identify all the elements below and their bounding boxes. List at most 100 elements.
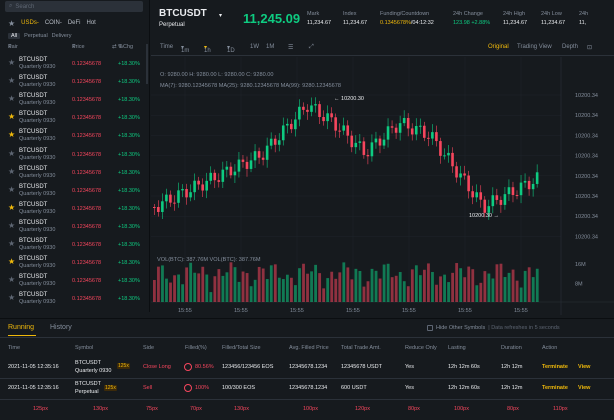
last-price: 11,245.09: [243, 11, 301, 26]
pair-row[interactable]: ★ BTCUSDT Quarterly 0930 0.12345678 +18.30%: [8, 74, 144, 95]
favorites-star-icon[interactable]: ★: [8, 18, 16, 28]
volume-bar: [350, 279, 354, 302]
favorite-star-icon[interactable]: ★: [8, 112, 16, 122]
volume-bar: [483, 271, 487, 302]
row1-terminate-button[interactable]: Terminate: [542, 364, 568, 370]
pair-row[interactable]: ★ BTCUSDT Quarterly 0930 0.12345678 +18.30%: [8, 92, 144, 113]
favorite-star-icon[interactable]: ★: [8, 202, 16, 212]
interval-1h[interactable]: 1h ▾: [204, 45, 211, 54]
price-tick-label: 10200.34: [575, 174, 598, 180]
view-tradingview[interactable]: Trading View: [517, 44, 552, 50]
favorite-star-icon[interactable]: ★: [8, 130, 16, 140]
interval-1mo[interactable]: 1M: [266, 44, 275, 50]
candle-body: [471, 191, 474, 198]
candle-body: [177, 190, 180, 203]
stat-mark: Mark 11,234.67: [307, 10, 331, 28]
fullscreen-icon[interactable]: ⤢: [309, 44, 314, 50]
favorite-star-icon[interactable]: ★: [8, 220, 16, 230]
tab-defi[interactable]: DeFi: [67, 20, 81, 26]
pair-row[interactable]: ★ BTCUSDT Quarterly 0930 0.12345678 +18.30%: [8, 237, 144, 258]
favorite-star-icon[interactable]: ★: [8, 275, 16, 285]
search-input[interactable]: ⌕ Search: [5, 1, 143, 12]
favorite-star-icon[interactable]: ★: [8, 293, 16, 303]
width-note: 100px: [454, 406, 469, 412]
subtab-delivery[interactable]: Delivery: [51, 32, 72, 39]
indicator-settings-icon[interactable]: ☰: [288, 45, 294, 51]
col-price[interactable]: Price ⇕: [72, 44, 85, 50]
candle-body: [310, 105, 313, 112]
volume-bar: [443, 274, 446, 302]
col-change[interactable]: ⇄ %Chg ⇕: [112, 44, 134, 50]
candle-body: [342, 125, 346, 131]
subtab-perpetual[interactable]: Perpetual: [24, 32, 48, 39]
col-pair[interactable]: Pair ⇕: [8, 44, 18, 50]
pair-row[interactable]: ★ BTCUSDT Quarterly 0930 0.12345678 +18.30%: [8, 291, 144, 312]
pair-row[interactable]: ★ BTCUSDT Quarterly 0930 0.12345678 +18.30%: [8, 219, 144, 240]
favorite-star-icon[interactable]: ★: [8, 184, 16, 194]
pair-subtitle: Quarterly 0930: [19, 82, 56, 89]
time-tick-label: 15:55: [514, 308, 528, 314]
pair-row[interactable]: ★ BTCUSDT Quarterly 0930 0.12345678 +18.30%: [8, 56, 144, 77]
volume-bar: [330, 271, 334, 302]
candle-body: [173, 202, 176, 204]
volume-bar: [225, 272, 229, 302]
candle-body: [370, 142, 374, 157]
pair-row[interactable]: ★ BTCUSDT Quarterly 0930 0.12345678 +18.30%: [8, 110, 144, 131]
favorite-star-icon[interactable]: ★: [8, 148, 16, 158]
view-original[interactable]: Original: [488, 44, 509, 50]
pair-subtitle: Quarterly 0930: [19, 281, 56, 288]
pair-row[interactable]: ★ BTCUSDT Quarterly 0930 0.12345678 +18.30%: [8, 255, 144, 276]
row1-duration: 12h 12m: [501, 364, 523, 370]
favorite-star-icon[interactable]: ★: [8, 58, 16, 67]
volume-bar: [169, 282, 172, 302]
row1-view-button[interactable]: View: [578, 364, 591, 370]
favorite-star-icon[interactable]: ★: [8, 94, 16, 104]
subtab-all[interactable]: All: [8, 32, 21, 39]
pair-row[interactable]: ★ BTCUSDT Quarterly 0930 0.12345678 +18.30%: [8, 165, 144, 186]
tab-usds[interactable]: USDs-: [21, 20, 39, 26]
pair-row[interactable]: ★ BTCUSDT Quarterly 0930 0.12345678 +18.30%: [8, 147, 144, 168]
width-note: 130px: [93, 406, 108, 412]
candle-body: [330, 113, 333, 118]
pair-row[interactable]: ★ BTCUSDT Quarterly 0930 0.12345678 +18.30%: [8, 273, 144, 294]
interval-1w[interactable]: 1W: [250, 44, 259, 50]
favorite-star-icon[interactable]: ★: [8, 166, 16, 176]
pair-row[interactable]: ★ BTCUSDT Quarterly 0930 0.12345678 +18.30%: [8, 183, 144, 204]
width-note: 125px: [33, 406, 48, 412]
pair-list-scrollbar[interactable]: [146, 44, 148, 84]
volume-bar: [390, 277, 394, 302]
symbol-name[interactable]: BTCUSDT: [159, 8, 207, 19]
candle-body: [479, 192, 483, 200]
tab-coin[interactable]: COIN-: [44, 20, 62, 26]
expand-icon[interactable]: ⊡: [587, 45, 593, 51]
pair-row[interactable]: ★ BTCUSDT Quarterly 0930 0.12345678 +18.30%: [8, 201, 144, 222]
pair-subtitle: Quarterly 0930: [19, 136, 56, 143]
interval-1m[interactable]: 1m ▾: [181, 45, 190, 54]
stat-value: 123.98 +2.88%: [453, 20, 491, 26]
row2-size: 100/300 EOS: [222, 385, 256, 391]
tab-history[interactable]: History: [50, 324, 72, 331]
interval-1d[interactable]: 1D ▾: [227, 45, 235, 54]
hide-other-checkbox[interactable]: [427, 325, 433, 331]
view-depth[interactable]: Depth: [562, 44, 579, 50]
favorite-star-icon[interactable]: ★: [8, 257, 16, 267]
col-reduce: Reduce Only: [405, 345, 437, 351]
pair-price: 0.12345678: [72, 79, 102, 86]
row2-view-button[interactable]: View: [578, 385, 591, 391]
symbol-dropdown-icon[interactable]: ▾: [219, 13, 223, 19]
col-symbol: Symbol: [75, 345, 94, 351]
volume-bar: [487, 273, 491, 302]
volume-bar: [346, 267, 350, 302]
candle-body: [273, 138, 277, 145]
tab-running[interactable]: Running: [8, 324, 35, 331]
stat-value: 11,234.67: [343, 20, 368, 26]
tab-hot[interactable]: Hot: [86, 20, 96, 26]
favorite-star-icon[interactable]: ★: [8, 76, 16, 86]
col-time: Time: [8, 345, 21, 351]
pair-price: 0.12345678: [72, 260, 102, 267]
row2-terminate-button[interactable]: Terminate: [542, 385, 568, 391]
pair-price: 0.12345678: [72, 242, 102, 248]
favorite-star-icon[interactable]: ★: [8, 239, 16, 248]
price-chart[interactable]: O: 9280.00 H: 9280.00 L: 9280.00 C: 9280…: [151, 57, 614, 315]
pair-row[interactable]: ★ BTCUSDT Quarterly 0930 0.12345678 +18.30%: [8, 128, 144, 149]
